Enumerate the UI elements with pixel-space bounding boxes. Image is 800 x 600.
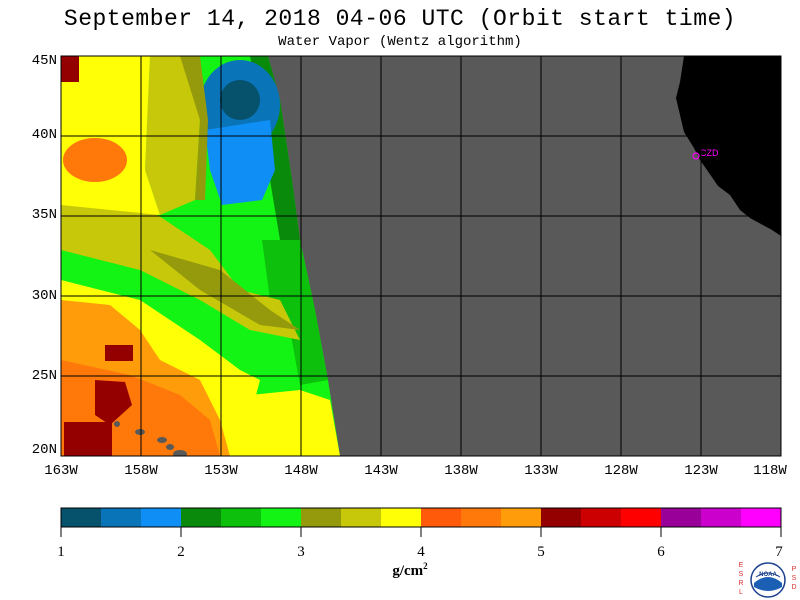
station-label: CZD — [700, 148, 719, 158]
lon-label-123w: 123W — [684, 463, 718, 479]
colorbar-swatch — [381, 508, 421, 527]
colorbar-swatch — [101, 508, 141, 527]
water-vapor-swath — [61, 56, 340, 456]
lat-label-35n: 35N — [31, 207, 57, 223]
land-california — [676, 56, 781, 236]
lon-label-143w: 143W — [364, 463, 398, 479]
colorbar-swatch — [141, 508, 181, 527]
map-title: September 14, 2018 04-06 UTC (Orbit star… — [63, 6, 737, 32]
colorbar — [60, 507, 782, 537]
colorbar-tick-3: 3 — [297, 544, 305, 560]
colorbar-tick-6: 6 — [657, 544, 665, 560]
lat-label-45n: 45N — [31, 53, 57, 69]
colorbar-unit: g/cm2 — [392, 561, 428, 579]
lon-label-128w: 128W — [604, 463, 638, 479]
colorbar-swatch — [301, 508, 341, 527]
colorbar-swatch — [261, 508, 301, 527]
colorbar-swatch — [701, 508, 741, 527]
map-subtitle: Water Vapor (Wentz algorithm) — [278, 34, 522, 50]
lat-label-40n: 40N — [31, 127, 57, 143]
lat-label-25n: 25N — [31, 368, 57, 384]
colorbar-tick-7: 7 — [775, 544, 783, 560]
colorbar-tick-5: 5 — [537, 544, 545, 560]
noaa-esrl-psd-logo: E S R L NOAA P S D — [736, 559, 800, 600]
colorbar-swatch — [61, 508, 101, 527]
colorbar-swatch — [541, 508, 581, 527]
colorbar-swatch — [341, 508, 381, 527]
lon-label-133w: 133W — [524, 463, 558, 479]
colorbar-tick-4: 4 — [417, 544, 425, 560]
colorbar-swatch — [221, 508, 261, 527]
colorbar-tick-2: 2 — [177, 544, 185, 560]
colorbar-swatch — [661, 508, 701, 527]
lon-label-153w: 153W — [204, 463, 238, 479]
svg-text:NOAA: NOAA — [759, 572, 777, 578]
station-marker — [692, 152, 700, 160]
lon-label-148w: 148W — [284, 463, 318, 479]
colorbar-tick-1: 1 — [57, 544, 65, 560]
colorbar-swatch — [421, 508, 461, 527]
noaa-emblem-icon: NOAA — [750, 562, 786, 598]
lon-label-158w: 158W — [124, 463, 158, 479]
colorbar-swatch — [501, 508, 541, 527]
lon-label-118w: 118W — [753, 463, 787, 479]
lat-label-30n: 30N — [31, 288, 57, 304]
lon-label-163w: 163W — [44, 463, 78, 479]
colorbar-swatch — [181, 508, 221, 527]
colorbar-swatch — [621, 508, 661, 527]
colorbar-swatch — [581, 508, 621, 527]
graticule — [61, 56, 781, 456]
lon-label-138w: 138W — [444, 463, 478, 479]
colorbar-swatch — [741, 508, 781, 527]
hawaii-islands — [114, 421, 187, 456]
map-frame — [60, 55, 782, 457]
lat-label-20n: 20N — [31, 442, 57, 458]
colorbar-swatch — [461, 508, 501, 527]
